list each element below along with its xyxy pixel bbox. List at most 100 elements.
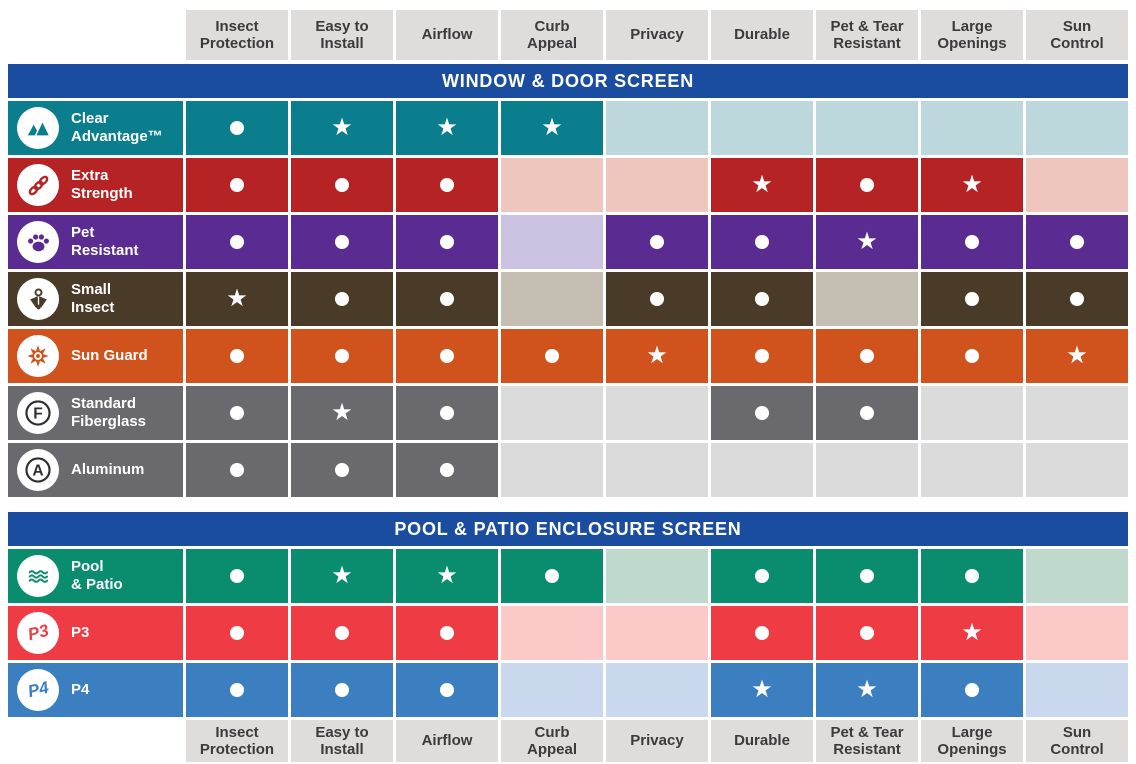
- matrix-cell-dot: [921, 272, 1023, 326]
- row-name: P3: [71, 624, 90, 642]
- dot-marker: [650, 235, 664, 249]
- matrix-cell-dot: [396, 386, 498, 440]
- matrix-cell-empty: [501, 215, 603, 269]
- matrix-cell-dot: [921, 215, 1023, 269]
- matrix-cell-dot: [711, 549, 813, 603]
- matrix-cell-empty: [816, 443, 918, 497]
- row-name: Pet Resistant: [71, 224, 139, 259]
- matrix-cell-dot: [396, 606, 498, 660]
- matrix-cell-empty: [1026, 158, 1128, 212]
- dot-marker: [965, 683, 979, 697]
- row-name: Clear Advantage™: [71, 110, 163, 145]
- matrix-cell-star: ★: [921, 158, 1023, 212]
- dot-marker: [335, 292, 349, 306]
- matrix-cell-dot: [291, 158, 393, 212]
- matrix-cell-empty: [921, 386, 1023, 440]
- matrix-cell-star: ★: [816, 663, 918, 717]
- matrix-cell-empty: [1026, 101, 1128, 155]
- column-footer-label: Easy to Install: [291, 720, 393, 762]
- matrix-cell-empty: [711, 101, 813, 155]
- row-name: Aluminum: [71, 461, 145, 479]
- matrix-cell-star: ★: [291, 101, 393, 155]
- row-label: P4 P4: [8, 663, 183, 717]
- row-label: Small Insect: [8, 272, 183, 326]
- column-footer-label: Large Openings: [921, 720, 1023, 762]
- dot-marker: [965, 349, 979, 363]
- matrix-cell-dot: [396, 272, 498, 326]
- star-marker: ★: [331, 399, 353, 426]
- matrix-cell-dot: [396, 663, 498, 717]
- matrix-cell-empty: [501, 606, 603, 660]
- dot-marker: [965, 235, 979, 249]
- star-marker: ★: [1066, 342, 1088, 369]
- p4-logo-icon: P4: [17, 669, 59, 711]
- matrix-cell-dot: [1026, 272, 1128, 326]
- section-grid: WINDOW & DOOR SCREEN Clear Advantage™ ★ ★ ★…: [8, 64, 1128, 497]
- section-grid: POOL & PATIO ENCLOSURE SCREEN Pool & Pati…: [8, 512, 1128, 717]
- dot-marker: [335, 235, 349, 249]
- dot-marker: [440, 683, 454, 697]
- dot-marker: [230, 406, 244, 420]
- dot-marker: [335, 626, 349, 640]
- matrix-cell-dot: [186, 606, 288, 660]
- column-footer-label: Insect Protection: [186, 720, 288, 762]
- row-label: P3 P3: [8, 606, 183, 660]
- star-marker: ★: [226, 285, 248, 312]
- row-name: Pool & Patio: [71, 558, 123, 593]
- svg-text:A: A: [32, 462, 43, 479]
- matrix-cell-dot: [711, 329, 813, 383]
- dot-marker: [230, 463, 244, 477]
- chain-link-icon: [17, 164, 59, 206]
- dot-marker: [545, 349, 559, 363]
- matrix-cell-dot: [921, 329, 1023, 383]
- matrix-cell-empty: [501, 272, 603, 326]
- matrix-cell-dot: [711, 215, 813, 269]
- matrix-cell-star: ★: [501, 101, 603, 155]
- column-header-label: Sun Control: [1026, 10, 1128, 60]
- sunburst-icon: [17, 335, 59, 377]
- row-label: F Standard Fiberglass: [8, 386, 183, 440]
- star-marker: ★: [541, 114, 563, 141]
- dot-marker: [860, 406, 874, 420]
- matrix-cell-empty: [711, 443, 813, 497]
- row-label: Clear Advantage™: [8, 101, 183, 155]
- dot-marker: [1070, 235, 1084, 249]
- column-header-row: Insect Protection Easy to Install Airflow C…: [8, 10, 1128, 60]
- star-marker: ★: [436, 562, 458, 589]
- column-header-label: Privacy: [606, 10, 708, 60]
- matrix-cell-star: ★: [186, 272, 288, 326]
- matrix-cell-dot: [186, 549, 288, 603]
- matrix-cell-star: ★: [921, 606, 1023, 660]
- dot-marker: [1070, 292, 1084, 306]
- column-header-corner: [8, 10, 183, 60]
- matrix-cell-dot: [711, 606, 813, 660]
- matrix-cell-star: ★: [816, 215, 918, 269]
- dot-marker: [230, 349, 244, 363]
- row-label: Sun Guard: [8, 329, 183, 383]
- dot-marker: [230, 683, 244, 697]
- matrix-cell-empty: [606, 549, 708, 603]
- matrix-cell-dot: [186, 443, 288, 497]
- matrix-cell-dot: [921, 663, 1023, 717]
- matrix-cell-dot: [186, 329, 288, 383]
- svg-text:F: F: [33, 405, 43, 422]
- dot-marker: [230, 121, 244, 135]
- matrix-cell-empty: [501, 158, 603, 212]
- dot-marker: [440, 178, 454, 192]
- column-header-label: Airflow: [396, 10, 498, 60]
- column-footer-label: Durable: [711, 720, 813, 762]
- letter-f-icon: F: [17, 392, 59, 434]
- star-marker: ★: [646, 342, 668, 369]
- dot-marker: [755, 569, 769, 583]
- dot-marker: [335, 463, 349, 477]
- matrix-cell-empty: [501, 663, 603, 717]
- column-footer-corner: [8, 720, 183, 762]
- matrix-cell-star: ★: [1026, 329, 1128, 383]
- column-header-label: Pet & Tear Resistant: [816, 10, 918, 60]
- matrix-cell-dot: [711, 386, 813, 440]
- matrix-cell-empty: [501, 443, 603, 497]
- section-title-bar: POOL & PATIO ENCLOSURE SCREEN: [8, 512, 1128, 546]
- matrix-cell-dot: [186, 158, 288, 212]
- column-footer-label: Curb Appeal: [501, 720, 603, 762]
